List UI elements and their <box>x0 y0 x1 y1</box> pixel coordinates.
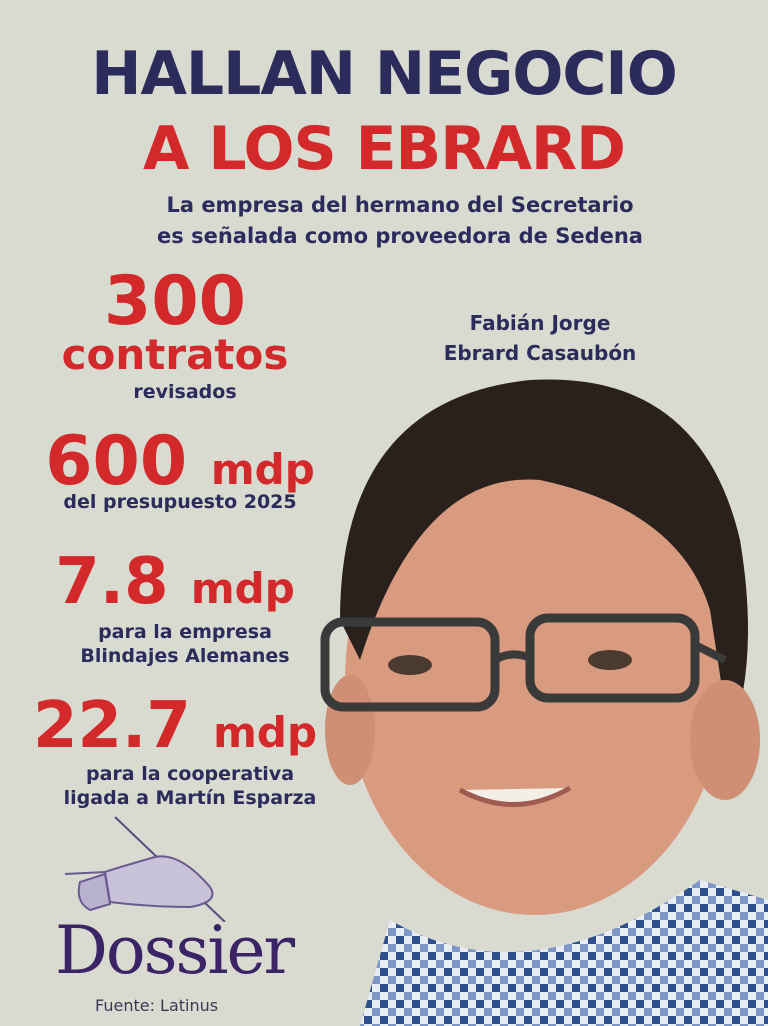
stat-budget-value: 600 <box>45 422 188 501</box>
stat-budget-caption: del presupuesto 2025 <box>63 491 297 513</box>
dossier-logo: Dossier <box>55 912 295 989</box>
stat-contracts-value: 300 <box>104 262 246 341</box>
stat-company-unit: mdp <box>190 564 295 613</box>
stat-cooperative-caption-1: para la cooperativa <box>85 763 295 785</box>
person-name-line-1: Fabián Jorge <box>469 311 611 335</box>
headline-line-2: A LOS EBRARD <box>143 114 626 184</box>
headline-line-1: HALLAN NEGOCIO <box>91 39 677 109</box>
stat-contracts-caption: revisados <box>133 381 237 403</box>
stat-cooperative: 22.7 mdp <box>20 694 330 758</box>
hand-pen-logo-icon <box>64 816 226 922</box>
stat-budget: 600 mdp <box>30 428 330 496</box>
subtitle-line-1: La empresa del hermano del Secretario <box>166 193 634 217</box>
stat-cooperative-value: 22.7 <box>32 689 191 763</box>
source-note: Fuente: Latinus <box>95 996 219 1015</box>
stat-company-value: 7.8 <box>55 545 169 619</box>
subtitle-line-2: es señalada como proveedora de Sedena <box>157 224 643 248</box>
stat-company: 7.8 mdp <box>30 550 320 614</box>
stat-contracts-unit: contratos <box>61 330 289 379</box>
stat-cooperative-unit: mdp <box>213 708 318 757</box>
stat-budget-unit: mdp <box>210 445 315 494</box>
stat-company-caption-2: Blindajes Alemanes <box>80 645 290 667</box>
stat-cooperative-caption-2: ligada a Martín Esparza <box>63 787 317 809</box>
portrait-photo <box>320 379 768 1026</box>
person-name-line-2: Ebrard Casaubón <box>443 341 637 365</box>
stat-company-caption-1: para la empresa <box>98 621 272 643</box>
